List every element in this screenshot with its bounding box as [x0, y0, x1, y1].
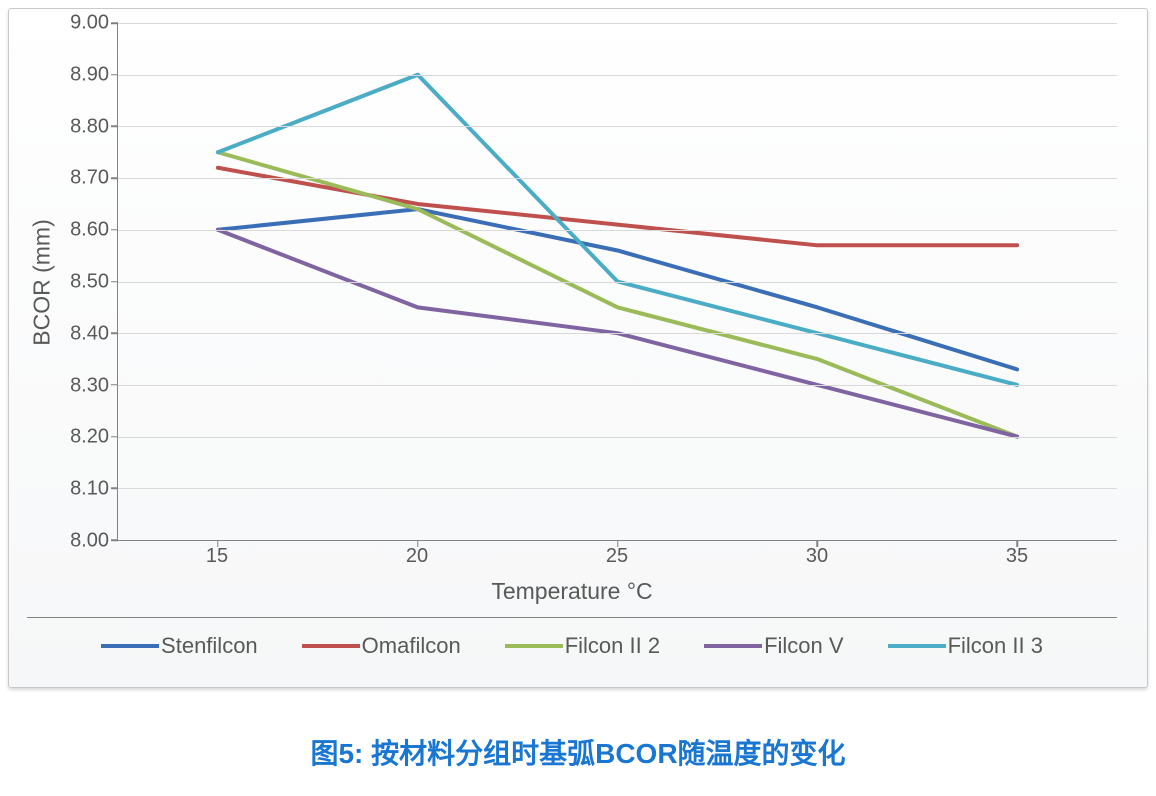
y-tick-label: 8.40 [70, 322, 109, 345]
y-tick-label: 8.20 [70, 426, 109, 449]
x-tick-label: 15 [206, 545, 228, 568]
gridline [118, 23, 1117, 24]
gridline [118, 75, 1117, 76]
y-tick-label: 8.50 [70, 271, 109, 294]
y-tick-label: 8.70 [70, 167, 109, 190]
gridline [118, 488, 1117, 489]
y-tick-mark [111, 126, 118, 128]
gridline [118, 230, 1117, 231]
x-tick-label: 25 [606, 545, 628, 568]
y-tick-mark [111, 332, 118, 334]
gridline [118, 385, 1117, 386]
y-axis-label-column: BCOR (mm) [27, 23, 57, 541]
x-tick-label: 35 [1006, 545, 1028, 568]
y-tick-label: 8.10 [70, 478, 109, 501]
y-axis-label: BCOR (mm) [29, 219, 56, 345]
y-tick-mark [111, 436, 118, 438]
gridline [118, 333, 1117, 334]
chart-box: BCOR (mm) 8.00 8.10 8.20 8.30 8.40 8.50 8.60 8.… [8, 8, 1148, 688]
gridline [118, 126, 1117, 127]
y-axis-tick-column: 8.008.108.208.308.408.508.608.708.808.90… [57, 23, 117, 541]
x-axis-label-row: Temperature °C [27, 571, 1117, 611]
series-line [218, 152, 1017, 436]
y-tick-mark [111, 229, 118, 231]
y-tick-label: 8.00 [70, 530, 109, 553]
y-tick-label: 9.00 [70, 12, 109, 35]
legend-item: Filcon II 3 [888, 633, 1043, 659]
x-tick-label: 30 [806, 545, 828, 568]
y-tick-mark [111, 281, 118, 283]
legend-item: Stenfilcon [101, 633, 258, 659]
legend-label: Stenfilcon [161, 633, 258, 659]
x-tick-label: 20 [406, 545, 428, 568]
legend: Stenfilcon Omafilcon Filcon II 2 Filcon V Fi… [27, 617, 1117, 673]
y-tick-mark [111, 74, 118, 76]
y-tick-label: 8.90 [70, 63, 109, 86]
x-axis-tick-row: 15 20 25 30 35 [27, 541, 1117, 571]
legend-item: Filcon II 2 [505, 633, 660, 659]
legend-label: Filcon V [764, 633, 843, 659]
legend-item: Filcon V [704, 633, 843, 659]
y-tick-label: 8.60 [70, 219, 109, 242]
legend-swatch [302, 644, 360, 648]
legend-swatch [704, 644, 762, 648]
series-line [218, 168, 1017, 246]
y-tick-label: 8.80 [70, 115, 109, 138]
gridline [118, 437, 1117, 438]
figure-container: BCOR (mm) 8.00 8.10 8.20 8.30 8.40 8.50 8.60 8.… [0, 0, 1156, 796]
legend-label: Omafilcon [362, 633, 461, 659]
y-tick-label: 8.30 [70, 374, 109, 397]
y-tick-mark [111, 22, 118, 24]
y-tick-mark [111, 177, 118, 179]
x-axis-label: Temperature °C [491, 578, 652, 605]
plot-area [117, 23, 1117, 541]
gridline [118, 282, 1117, 283]
y-tick-mark [111, 488, 118, 490]
x-axis-tick-area: 15 20 25 30 35 [117, 541, 1117, 571]
legend-swatch [101, 644, 159, 648]
series-line [218, 209, 1017, 369]
legend-label: Filcon II 2 [565, 633, 660, 659]
figure-caption: 图5: 按材料分组时基弧BCOR随温度的变化 [8, 688, 1148, 772]
legend-swatch [505, 644, 563, 648]
gridline [118, 178, 1117, 179]
legend-label: Filcon II 3 [948, 633, 1043, 659]
y-tick-mark [111, 384, 118, 386]
legend-swatch [888, 644, 946, 648]
legend-item: Omafilcon [302, 633, 461, 659]
plot-row: BCOR (mm) 8.008.108.208.308.408.508.608.… [27, 23, 1117, 541]
